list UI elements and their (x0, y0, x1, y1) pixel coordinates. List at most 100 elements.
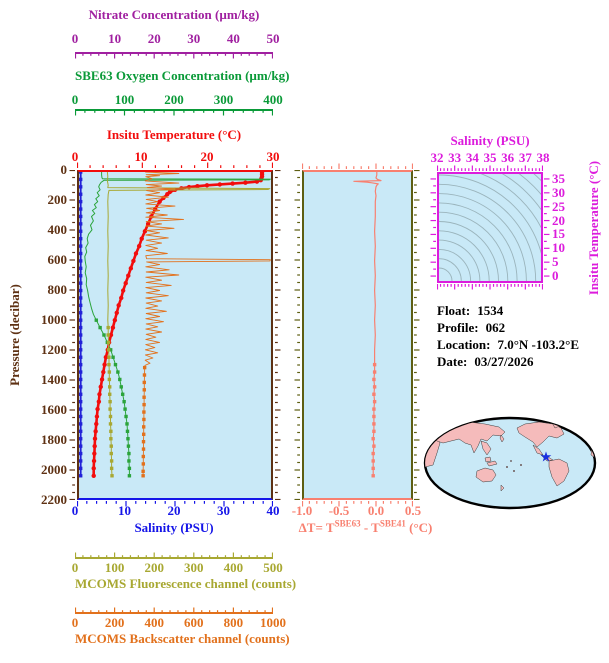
temperature-marker (103, 355, 109, 360)
salinity-marker (79, 429, 83, 434)
backscatter-marker (141, 462, 146, 466)
salinity-marker (79, 362, 83, 367)
salinity-marker (79, 318, 83, 322)
salinity-marker (79, 399, 83, 404)
oxygen-marker (127, 451, 131, 456)
salinity-marker (79, 185, 83, 189)
tick-label: 20 (200, 149, 214, 164)
oxygen-marker (127, 474, 132, 478)
tick-label: 34 (465, 150, 479, 165)
salinity-marker (79, 214, 83, 219)
salinity-marker (79, 251, 83, 256)
salinity-marker (79, 385, 83, 389)
salinity-marker (79, 236, 83, 241)
tick-label: 200 (164, 92, 184, 107)
fluorescence-marker (108, 399, 112, 404)
map-island (505, 465, 509, 469)
temperature-marker (195, 184, 200, 189)
oxygen-marker (124, 414, 128, 419)
delta-t-top-ticks (302, 163, 413, 169)
fluorescence-marker (108, 392, 112, 396)
backscatter-axis-line (75, 607, 273, 614)
temperature-marker (101, 369, 106, 375)
fluorescence-marker (108, 407, 112, 411)
temperature-marker (94, 421, 99, 427)
temperature-marker (126, 273, 131, 278)
temperature-marker (92, 443, 97, 449)
delta_t-marker (371, 451, 375, 456)
nitrate-axis-title: Nitrate Concentration (µm/kg) (88, 7, 260, 22)
ts-bottom-ticks (437, 284, 543, 290)
backscatter-marker (142, 388, 146, 392)
oxygen-marker (113, 362, 118, 367)
temperature-marker (217, 182, 222, 187)
backscatter-marker (142, 380, 146, 385)
map-se-asia (480, 440, 492, 456)
tick-label: 800 (223, 615, 244, 630)
salinity-marker (79, 414, 83, 419)
backscatter-marker (142, 417, 146, 422)
salinity-marker (79, 407, 83, 411)
temperature-marker (99, 377, 105, 382)
delta_t-marker (371, 437, 375, 441)
density-contour-line (439, 230, 490, 281)
oxygen-marker (118, 377, 122, 382)
tick-label: 200 (47, 192, 68, 207)
salinity-marker (79, 229, 83, 233)
ts-salinity-tick-labels: 32 33 34 35 36 37 38 (431, 150, 550, 165)
tick-label: 30 (552, 184, 565, 200)
salinity-marker (79, 274, 83, 278)
tick-label: 20 (147, 31, 161, 46)
profile-number: 062 (485, 320, 506, 335)
temperature-marker (123, 280, 128, 286)
salinity-marker (79, 244, 83, 248)
oxygen-axis-line (75, 109, 273, 116)
tick-label: 0 (71, 560, 79, 575)
map-new-guinea (486, 460, 498, 467)
ts-top-ticks (437, 165, 543, 171)
backscatter-marker (141, 439, 146, 444)
fluorescence-axis-line (75, 552, 273, 559)
temperature-marker (96, 399, 102, 404)
temperature-marker (204, 183, 210, 188)
delta-t-right-ticks (414, 170, 420, 500)
tick-label: 30 (266, 149, 280, 164)
delta-t-plot (302, 170, 413, 500)
oxygen-marker (122, 399, 126, 404)
fluorescence-marker (109, 451, 113, 456)
tick-label: 1200 (41, 342, 67, 357)
fluorescence-marker (106, 340, 111, 345)
tick-label: 15 (552, 226, 565, 242)
delta_t-curve (353, 172, 382, 476)
delta-t-label-sup2: SBE41 (379, 518, 406, 529)
backscatter-marker (142, 365, 147, 370)
salinity-marker (79, 451, 83, 456)
density-contour-line (439, 267, 453, 281)
map-mexico (532, 444, 544, 456)
tick-label: 10 (552, 240, 565, 256)
temperature-marker (93, 429, 98, 434)
temperature-marker (114, 310, 119, 315)
temperature-axis-tick-labels: 0 10 20 30 (72, 149, 280, 164)
ts-salinity-axis-title: Salinity (PSU) (450, 133, 530, 148)
tick-label: 200 (144, 560, 164, 575)
fluorescence-marker (109, 459, 114, 463)
temperature-marker (91, 458, 97, 464)
ts-left-ticks (430, 178, 436, 277)
delta_t-marker (372, 385, 377, 389)
salinity-marker (79, 281, 83, 285)
tick-label: 35 (483, 150, 497, 165)
tick-label: 1000 (260, 615, 286, 630)
tick-label: 30 (187, 31, 201, 46)
delta_t-marker (372, 407, 376, 411)
fluorescence-marker (109, 444, 113, 448)
oxygen-marker (123, 407, 127, 411)
fluorescence-curve (106, 172, 271, 476)
temperature-marker (112, 317, 118, 323)
nitrate-axis-tick-labels: 0 10 20 30 40 50 (72, 31, 280, 46)
oxygen-axis-tick-labels: 0 100 200 300 400 (72, 92, 283, 107)
oxygen-marker (111, 355, 115, 359)
location-value: 7.0°N -103.2°E (497, 337, 579, 352)
temperature-marker (131, 258, 136, 264)
ts-temperature-tick-labels: 35 30 25 20 15 10 5 0 (552, 171, 576, 283)
